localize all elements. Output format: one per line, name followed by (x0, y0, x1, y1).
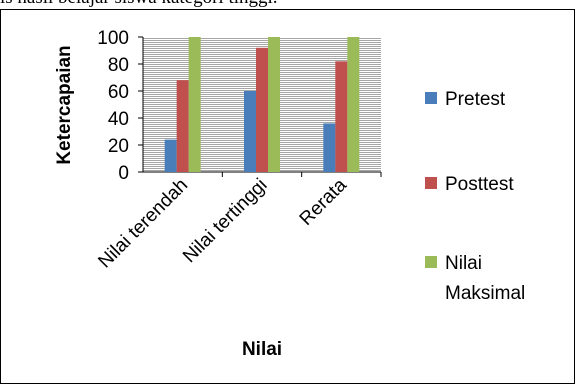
y-tick-label: 40 (108, 109, 129, 130)
context-text: is hasil belajar siswa kategori tinggi. (0, 0, 278, 9)
legend-swatch (425, 92, 437, 104)
bar-nilai-maksimal (347, 37, 360, 172)
legend-label: Nilai (445, 253, 482, 274)
chart-frame (0, 9, 575, 384)
bar-pretest (323, 123, 336, 172)
x-category-label: Nilai terendah (94, 175, 192, 273)
y-tick-label: 80 (108, 55, 129, 76)
bar-pretest (244, 91, 256, 172)
bar-posttest (335, 61, 348, 172)
y-tick-label: 100 (97, 28, 129, 49)
legend-label: Pretest (445, 89, 506, 110)
x-axis-title: Nilai (242, 339, 282, 360)
legend-label: Maksimal (445, 283, 525, 304)
y-axis-title: Ketercapaian (54, 45, 75, 164)
y-tick-label: 20 (108, 136, 129, 157)
bar-nilai-maksimal (268, 37, 280, 172)
legend-label: Posttest (445, 174, 514, 195)
bar-nilai-maksimal (188, 37, 201, 172)
bar-posttest (256, 47, 268, 172)
bar-posttest (176, 80, 189, 172)
x-category-label: Nilai tertinggi (179, 175, 272, 268)
legend-swatch (425, 177, 437, 189)
legend-swatch (425, 256, 437, 268)
x-category-label: Rerata (296, 174, 351, 229)
bar-pretest (164, 139, 177, 172)
y-tick-label: 0 (118, 163, 129, 184)
y-tick-label: 60 (108, 82, 129, 103)
